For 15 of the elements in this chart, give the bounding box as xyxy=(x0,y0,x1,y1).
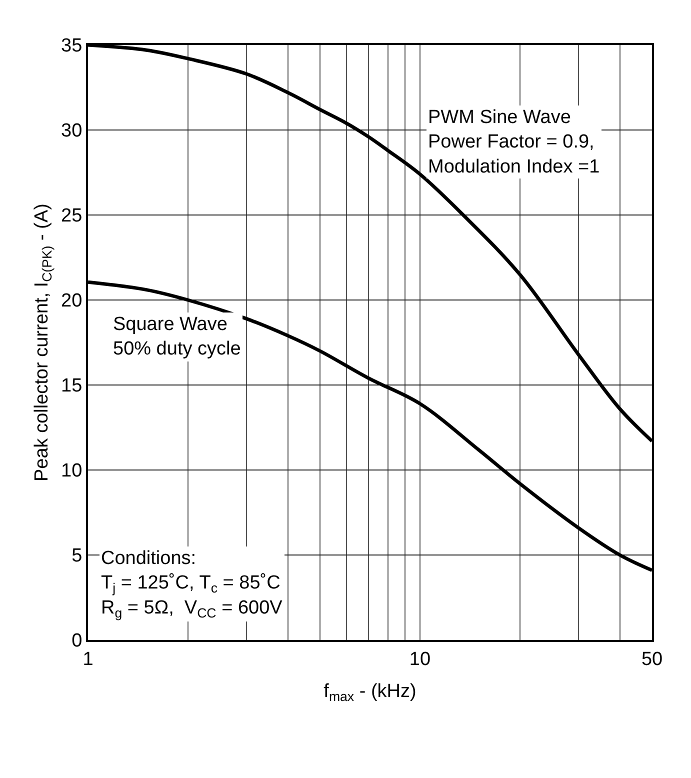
y-tick-label: 0 xyxy=(72,630,82,652)
y-tick-label: 35 xyxy=(61,36,82,57)
annotation: Square Wave 50% duty cycle xyxy=(113,314,241,360)
x-tick-label: 1 xyxy=(82,648,94,670)
x-axis-title: f$_{max}$ - (kHz) xyxy=(324,681,416,704)
x-tick-label: 50 xyxy=(641,648,663,670)
annotation: PWM Sine Wave Power Factor = 0.9, Modulation Index =1 xyxy=(428,107,600,178)
y-tick-label: 25 xyxy=(61,206,82,227)
x-tick-label: 10 xyxy=(409,648,431,670)
y-tick-label: 15 xyxy=(61,376,82,397)
y-tick-label: 30 xyxy=(61,120,82,142)
y-tick-label: 20 xyxy=(61,290,82,312)
text: Conditions: T$_{j}$ = 125˚C, T$_{c}$ = 85˚C R$_{g}$ = 5Ω, V$_{CC}$ = 600V xyxy=(101,548,282,620)
y-tick-label: 5 xyxy=(72,546,82,567)
y-tick-label: 10 xyxy=(61,460,82,482)
